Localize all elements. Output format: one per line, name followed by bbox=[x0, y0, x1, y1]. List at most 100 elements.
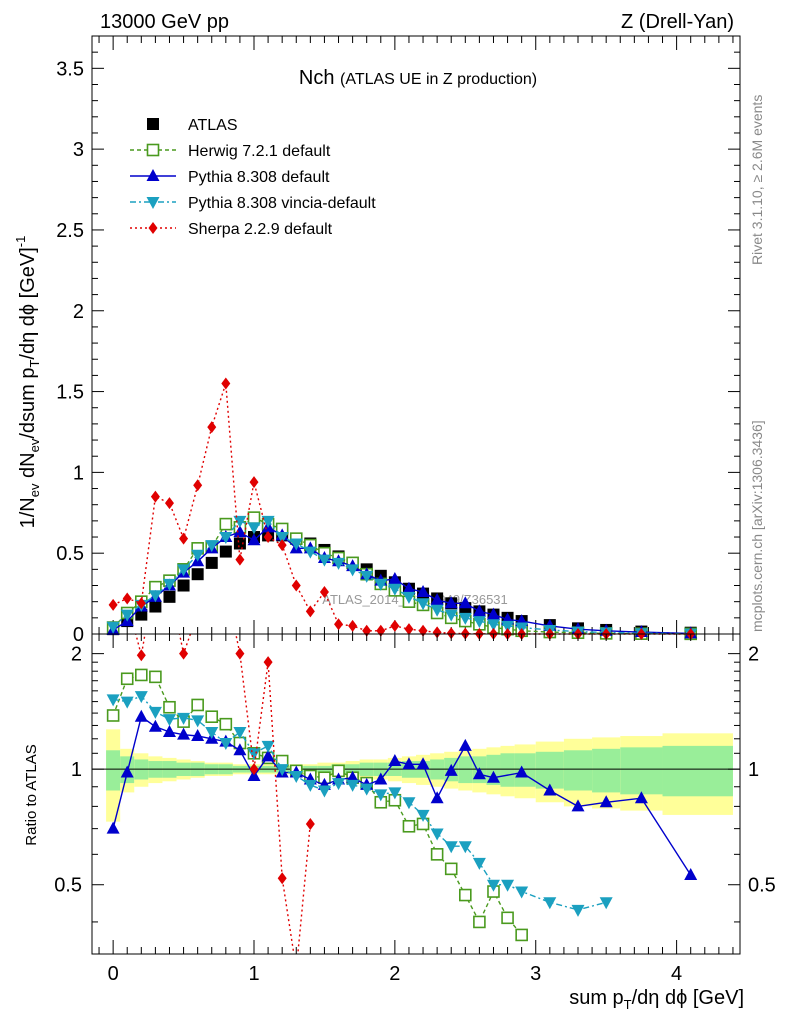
ratio-data-point bbox=[148, 706, 162, 719]
ratio-data-point bbox=[235, 647, 245, 660]
ratio-data-point bbox=[332, 778, 346, 791]
x-tick-label: 3 bbox=[530, 963, 541, 985]
ratio-data-point bbox=[136, 649, 146, 662]
uncertainty-band-inner bbox=[592, 748, 621, 793]
data-point bbox=[472, 604, 486, 617]
data-point bbox=[263, 531, 273, 544]
data-point bbox=[402, 591, 416, 604]
ratio-data-point bbox=[148, 719, 162, 732]
ratio-data-point bbox=[191, 729, 205, 742]
legend-marker bbox=[147, 118, 159, 130]
x-tick-label: 1 bbox=[248, 963, 259, 985]
ratio-data-point bbox=[430, 828, 444, 841]
ratio-data-point bbox=[543, 897, 557, 910]
legend-marker bbox=[146, 197, 160, 209]
y-tick-label: 1.5 bbox=[56, 382, 84, 404]
uncertainty-band-inner bbox=[106, 750, 121, 791]
ratio-y-tick-label-right: 1 bbox=[748, 759, 759, 781]
ratio-data-point bbox=[684, 868, 698, 881]
ratio-data-point bbox=[346, 779, 360, 792]
ratio-data-point bbox=[120, 696, 134, 709]
data-point bbox=[233, 515, 247, 528]
ratio-series-line bbox=[112, 674, 523, 936]
ratio-data-point bbox=[402, 797, 416, 810]
plot-title-sub: (ATLAS UE in Z production) bbox=[340, 71, 537, 88]
data-point bbox=[247, 522, 261, 535]
plot-title-main: Nch bbox=[299, 67, 335, 89]
data-point bbox=[219, 532, 233, 545]
ratio-data-point bbox=[249, 763, 259, 776]
ratio-data-point bbox=[177, 712, 191, 725]
data-point bbox=[291, 579, 301, 592]
ratio-data-point bbox=[233, 743, 247, 756]
data-point bbox=[235, 553, 245, 566]
ratio-data-point bbox=[374, 772, 388, 785]
data-point bbox=[108, 598, 118, 611]
ratio-data-point bbox=[430, 791, 444, 804]
ratio-data-point bbox=[289, 770, 303, 783]
ratio-y-tick-label: 2 bbox=[71, 644, 82, 666]
data-point bbox=[332, 557, 346, 570]
y-tick-label: 0 bbox=[73, 624, 84, 646]
data-point bbox=[179, 532, 189, 545]
uncertainty-band-inner bbox=[535, 751, 564, 789]
legend-label: Sherpa 2.2.9 default bbox=[188, 221, 333, 238]
x-tick-label: 4 bbox=[671, 963, 682, 985]
ratio-data-point bbox=[459, 888, 472, 902]
uncertainty-band-inner bbox=[620, 747, 663, 795]
data-point bbox=[106, 621, 120, 634]
data-point bbox=[205, 556, 218, 569]
ratio-data-point bbox=[149, 670, 162, 684]
data-point bbox=[486, 607, 500, 620]
ratio-data-point bbox=[515, 928, 528, 942]
ratio-data-point bbox=[388, 754, 402, 767]
data-point bbox=[247, 533, 261, 546]
ratio-data-point bbox=[444, 763, 458, 776]
ratio-y-tick-label-right: 2 bbox=[748, 644, 759, 666]
data-point bbox=[303, 546, 317, 559]
data-point bbox=[233, 537, 246, 550]
ratio-y-tick-label: 0.5 bbox=[54, 875, 82, 897]
ratio-data-point bbox=[501, 879, 515, 892]
uncertainty-band-inner bbox=[500, 753, 515, 787]
ratio-data-point bbox=[120, 765, 134, 778]
y-axis-label: 1/Nev dNev/dsum pT/dη dϕ [GeV]-1 bbox=[13, 236, 42, 529]
data-point bbox=[219, 517, 233, 531]
y-tick-label: 3 bbox=[73, 139, 84, 161]
ratio-series-line bbox=[112, 695, 607, 911]
ratio-data-point bbox=[179, 647, 189, 660]
ratio-data-point bbox=[402, 819, 416, 833]
x-tick-label: 2 bbox=[389, 963, 400, 985]
data-point bbox=[390, 619, 400, 632]
ratio-data-point bbox=[135, 668, 148, 682]
ratio-data-point bbox=[486, 770, 500, 783]
data-point bbox=[233, 525, 247, 538]
ratio-data-point bbox=[599, 897, 613, 910]
header-right: Z (Drell-Yan) bbox=[621, 11, 734, 33]
ratio-data-point bbox=[430, 848, 444, 861]
data-point bbox=[249, 476, 259, 489]
data-point bbox=[164, 497, 174, 510]
plot-title: Nch (ATLAS UE in Z production) bbox=[299, 67, 537, 89]
data-point bbox=[334, 618, 344, 631]
uncertainty-band-inner bbox=[563, 750, 593, 791]
ratio-data-point bbox=[275, 764, 289, 777]
ratio-data-point bbox=[374, 789, 388, 802]
legend-label: Pythia 8.308 default bbox=[188, 169, 330, 186]
ratio-data-point bbox=[444, 841, 458, 854]
data-point bbox=[348, 619, 358, 632]
ratio-data-point bbox=[571, 904, 585, 917]
legend-label: Herwig 7.2.1 default bbox=[188, 143, 331, 160]
ratio-data-point bbox=[571, 799, 585, 812]
ratio-series-sherpa-2-2-9-default bbox=[135, 634, 315, 954]
y-tick-label: 2.5 bbox=[56, 220, 84, 242]
data-point bbox=[177, 579, 190, 592]
x-axis-label: sum pT/dη dϕ [GeV] bbox=[569, 987, 744, 1012]
data-point bbox=[432, 626, 442, 639]
data-point bbox=[501, 620, 515, 633]
legend-marker bbox=[148, 222, 158, 234]
ratio-y-axis-label: Ratio to ATLAS bbox=[23, 744, 40, 845]
data-point bbox=[430, 593, 444, 606]
ratio-data-point bbox=[120, 672, 134, 686]
x-tick-label: 0 bbox=[108, 963, 119, 985]
